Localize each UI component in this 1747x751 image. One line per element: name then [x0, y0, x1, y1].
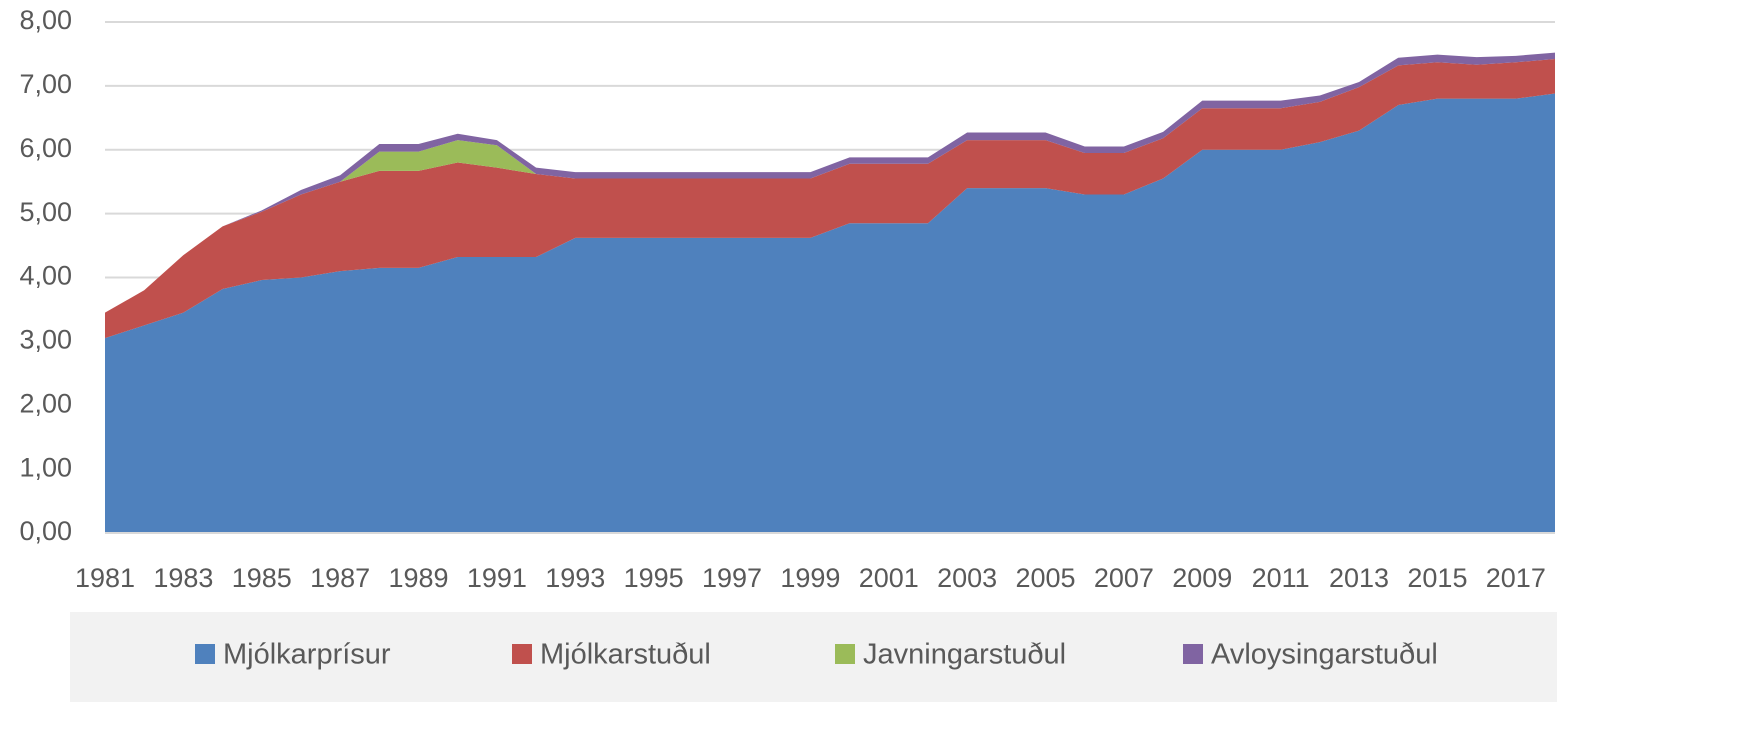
x-tick-label: 2009	[1172, 563, 1232, 593]
y-tick-label: 3,00	[19, 325, 72, 355]
area	[105, 59, 1555, 339]
legend-label: Avloysingarstuðul	[1211, 639, 1438, 671]
x-tick-label: 2003	[937, 563, 997, 593]
y-tick-label: 0,00	[19, 516, 72, 546]
legend-label: Javningarstuðul	[863, 639, 1066, 671]
legend-swatch	[195, 644, 215, 664]
legend-swatch	[512, 644, 532, 664]
legend-background	[70, 612, 1557, 702]
x-tick-label: 2005	[1016, 563, 1076, 593]
y-tick-label: 6,00	[19, 133, 72, 163]
x-tick-label: 2011	[1252, 563, 1310, 593]
x-tick-label: 2015	[1407, 563, 1467, 593]
x-tick-label: 1987	[310, 563, 370, 593]
y-tick-label: 1,00	[19, 452, 72, 482]
legend-label: Mjólkarprísur	[223, 639, 391, 671]
x-tick-label: 1989	[388, 563, 448, 593]
x-tick-label: 1993	[545, 563, 605, 593]
legend-swatch	[835, 644, 855, 664]
area	[105, 93, 1555, 533]
y-tick-label: 5,00	[19, 197, 72, 227]
x-tick-label: 1999	[780, 563, 840, 593]
y-tick-label: 4,00	[19, 261, 72, 291]
x-tick-label: 2013	[1329, 563, 1389, 593]
x-tick-label: 2001	[859, 563, 919, 593]
x-tick-label: 2017	[1486, 563, 1546, 593]
y-tick-label: 7,00	[19, 69, 72, 99]
y-tick-label: 2,00	[19, 388, 72, 418]
x-tick-label: 2007	[1094, 563, 1154, 593]
x-tick-label: 1997	[702, 563, 762, 593]
x-tick-label: 1985	[232, 563, 292, 593]
legend-swatch	[1183, 644, 1203, 664]
x-tick-label: 1981	[75, 563, 135, 593]
x-tick-label: 1983	[153, 563, 213, 593]
x-tick-label: 1995	[624, 563, 684, 593]
y-tick-label: 8,00	[19, 5, 72, 35]
x-tick-label: 1991	[467, 563, 527, 593]
legend-label: Mjólkarstuðul	[540, 639, 711, 671]
